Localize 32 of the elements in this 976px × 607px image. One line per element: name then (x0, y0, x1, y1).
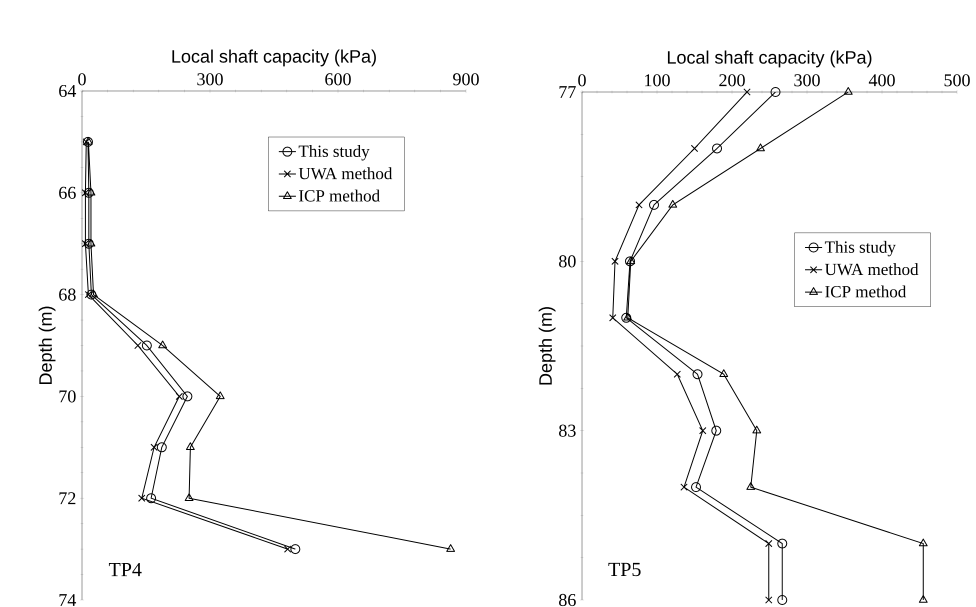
x-tick-label: 400 (868, 74, 895, 86)
y-tick-label: 70 (60, 390, 76, 402)
y-axis-title: Depth (m) (538, 307, 556, 385)
x-tick-label: 100 (645, 74, 670, 86)
y-tick-label: 74 (60, 594, 76, 606)
annotation: TP4 (108, 562, 142, 576)
x-tick-label: 0 (578, 74, 586, 86)
y-tick-label: 72 (60, 492, 76, 504)
x-axis-title: Local shaft capacity (kPa) (172, 50, 376, 66)
y-tick-label: 66 (59, 186, 76, 199)
legend-label: UWA method (824, 263, 918, 276)
y-tick-label: 64 (59, 84, 76, 98)
y-tick-label: 68 (59, 288, 76, 301)
x-tick-label: 600 (325, 73, 351, 86)
x-axis-title: Local shaft capacity (kPa) (668, 50, 872, 68)
x-tick-label: 300 (794, 74, 820, 86)
x-tick-label: 200 (719, 74, 745, 86)
x-tick-label: 0 (78, 73, 86, 86)
legend-label: This study (298, 145, 370, 160)
legend-label: UWA method (298, 167, 392, 180)
legend-label: This study (824, 240, 896, 256)
legend-label: ICP method (299, 190, 380, 202)
y-tick-label: 86 (559, 594, 576, 606)
y-tick-label: 77 (560, 86, 576, 98)
annotation: TP5 (608, 562, 641, 576)
y-tick-label: 80 (559, 255, 576, 268)
x-tick-label: 300 (197, 73, 223, 86)
y-axis-title: Depth (m) (38, 306, 56, 384)
x-tick-label: 900 (453, 73, 479, 86)
legend-label: ICP method (825, 285, 906, 298)
y-tick-label: 83 (559, 424, 576, 437)
x-tick-label: 500 (944, 74, 970, 86)
